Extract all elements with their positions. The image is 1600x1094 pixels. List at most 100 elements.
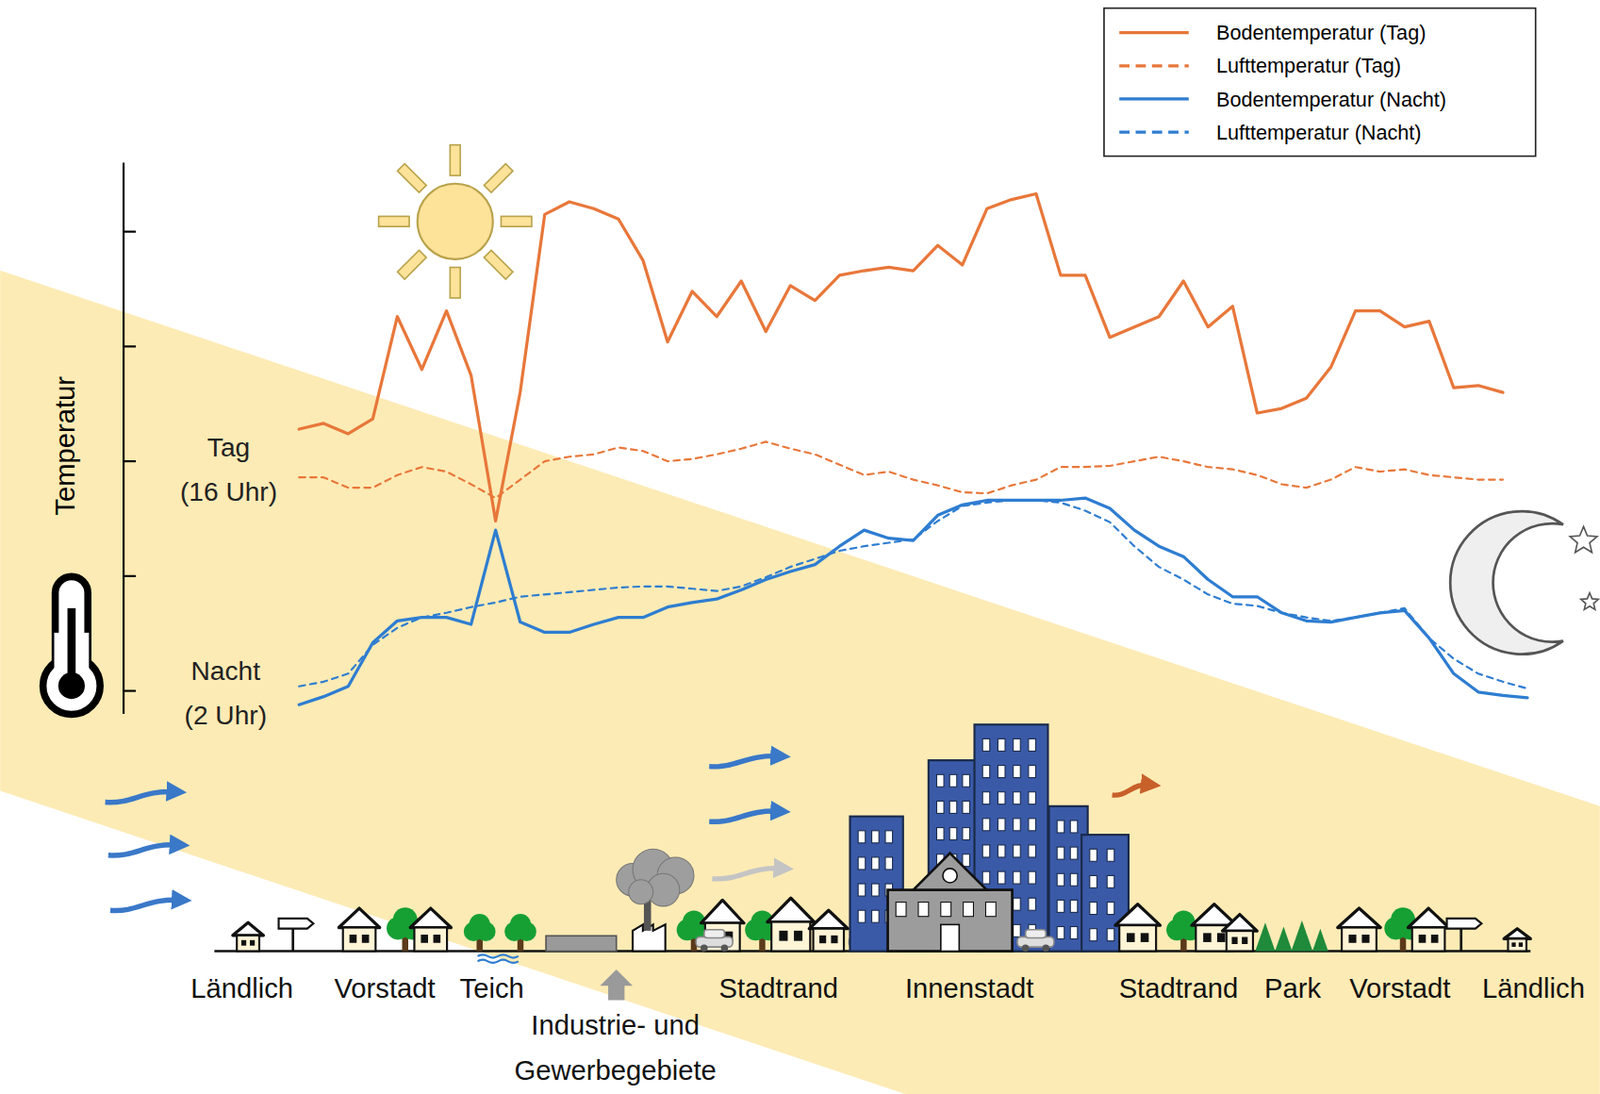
building-window	[1070, 846, 1078, 859]
legend-swatch	[1119, 31, 1189, 34]
legend-swatch	[1119, 131, 1189, 134]
building-window	[982, 738, 990, 751]
town-hall-clock	[942, 868, 957, 883]
building-window	[1070, 820, 1078, 833]
legend-label: Bodentemperatur (Tag)	[1216, 20, 1426, 45]
car-wheel	[1041, 943, 1050, 952]
sun-ray	[397, 249, 428, 280]
building-window	[982, 791, 990, 805]
star	[1569, 526, 1598, 552]
house-roof	[1337, 907, 1381, 927]
building-window	[982, 871, 990, 884]
industry-label: Gewerbegebiete	[513, 1055, 716, 1086]
wind-arrow	[110, 899, 182, 910]
pine-icon	[1291, 920, 1314, 951]
sun-ray	[379, 215, 410, 227]
building-window	[1056, 820, 1065, 833]
house-window	[349, 934, 358, 943]
house-roof	[767, 897, 815, 922]
house-icon	[767, 897, 815, 951]
house-roof	[1221, 914, 1257, 932]
industrial-hall	[545, 935, 617, 951]
house-window	[1140, 932, 1150, 942]
building-window	[982, 818, 990, 831]
building-window	[962, 854, 971, 867]
tree-crown	[469, 913, 491, 935]
house-window	[433, 934, 442, 943]
signpost-icon	[279, 918, 314, 952]
house-window	[1241, 937, 1248, 944]
building-window	[982, 844, 990, 858]
car-top	[704, 929, 726, 939]
building-window	[949, 800, 957, 813]
house-window	[1348, 934, 1356, 943]
series-line	[298, 497, 1528, 705]
building-window	[1013, 871, 1022, 884]
house-icon	[410, 907, 451, 951]
tree-crown	[510, 913, 531, 935]
car-wheel	[700, 943, 709, 952]
house-window	[241, 940, 247, 946]
house-icon	[1503, 928, 1531, 952]
building-window	[1028, 897, 1037, 910]
building-window	[997, 871, 1006, 884]
house-window	[1418, 934, 1427, 943]
house-wall	[236, 935, 260, 952]
legend-label: Bodentemperatur (Nacht)	[1216, 87, 1447, 112]
house-roof	[1503, 928, 1531, 940]
y-tick	[123, 689, 136, 692]
house-window	[830, 935, 838, 943]
building-window	[1106, 874, 1115, 888]
transect-label: Stadtrand	[718, 973, 839, 1004]
transect-label: Ländlich	[190, 973, 294, 1004]
legend: Bodentemperatur (Tag) Lufttemperatur (Tag…	[1104, 8, 1536, 157]
building-window	[1028, 871, 1037, 884]
town-hall-icon	[888, 853, 1013, 952]
building-window	[937, 827, 945, 841]
building-window	[982, 765, 990, 778]
house-roof	[701, 899, 744, 923]
house-icon	[1337, 907, 1381, 951]
wind-arrow	[709, 810, 781, 822]
town-hall-window	[895, 902, 907, 917]
pine-icon	[1254, 922, 1275, 951]
sun-ray	[483, 164, 513, 194]
sun-ray	[483, 249, 513, 280]
building-window	[1056, 926, 1065, 940]
building-window	[1106, 848, 1115, 861]
house-roof	[808, 909, 848, 928]
building-window	[857, 883, 866, 896]
night-label: (2 Uhr)	[184, 700, 268, 730]
transect-label: Innenstadt	[905, 973, 1034, 1004]
moon-crescent	[1450, 511, 1564, 654]
y-axis-line	[122, 163, 125, 714]
car-icon	[695, 929, 733, 952]
wind-arrow	[1112, 784, 1152, 795]
sun-ray	[397, 164, 428, 194]
star	[1581, 593, 1600, 611]
town-hall-window	[985, 902, 996, 917]
night-label: Nacht	[191, 656, 262, 686]
house-window	[1518, 941, 1523, 947]
transect-label: Ländlich	[1482, 973, 1585, 1004]
building-window	[1013, 765, 1022, 778]
pointer-arrow	[599, 969, 633, 1000]
building-window	[1089, 848, 1098, 861]
house-icon	[232, 922, 264, 951]
house-wall	[1507, 938, 1526, 951]
legend-swatch	[1119, 97, 1189, 100]
car-wheel	[1022, 943, 1030, 952]
building-window	[937, 774, 945, 787]
building-window	[962, 827, 971, 841]
wind-arrow	[108, 844, 181, 856]
house-roof	[1115, 904, 1161, 925]
building-window	[1056, 873, 1065, 886]
building-window	[885, 830, 893, 843]
building-window	[1028, 818, 1037, 831]
house-icon	[338, 907, 380, 951]
transect-label: Teich	[460, 973, 525, 1004]
building-window	[1013, 791, 1022, 805]
sun-disc	[417, 183, 494, 260]
legend-label: Lufttemperatur (Tag)	[1216, 53, 1402, 78]
y-tick	[123, 345, 136, 347]
